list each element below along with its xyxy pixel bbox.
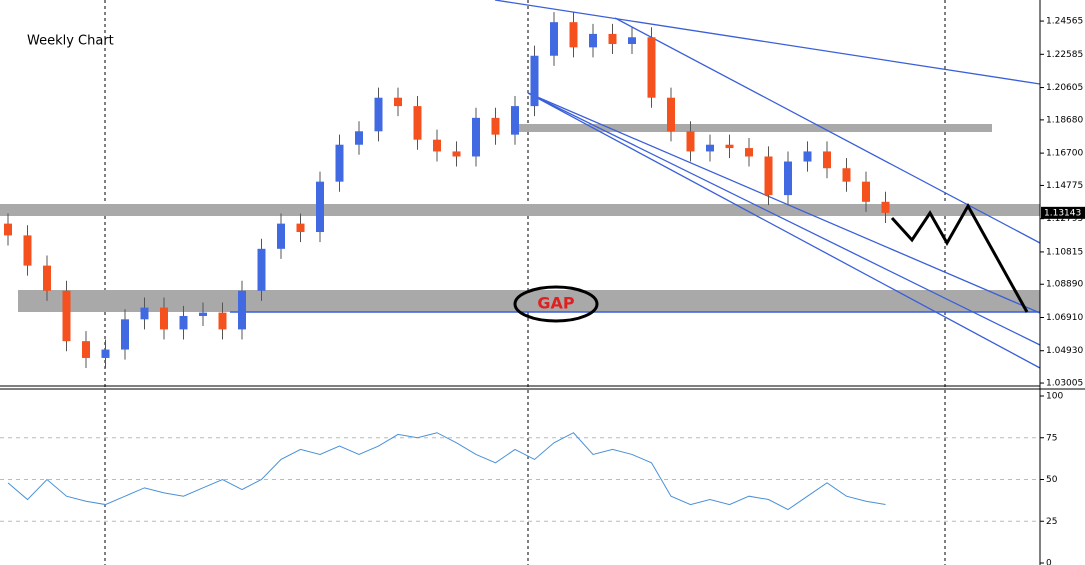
y-tick-label: 1.04930 (1046, 346, 1083, 356)
y-tick-label: 1.14775 (1046, 181, 1083, 191)
candle-body (725, 144, 734, 149)
trendline (527, 92, 1041, 314)
gap-zone (18, 290, 1040, 312)
candle-body (335, 144, 344, 182)
chart-title: Weekly Chart (27, 34, 114, 49)
y-tick-label: 25 (1046, 517, 1057, 527)
y-tick-label: 1.08890 (1046, 280, 1083, 290)
candle-body (413, 106, 422, 140)
candle-body (667, 97, 675, 132)
y-tick-label: 1.24565 (1046, 17, 1083, 27)
candle-body (43, 265, 51, 291)
candle-body (62, 290, 71, 342)
y-tick-label: 1.10815 (1046, 247, 1083, 257)
trendline (527, 92, 1041, 346)
candle-body (550, 22, 558, 56)
candle-body (316, 181, 324, 233)
resistance-zone (0, 204, 1040, 216)
y-tick-label: 1.20605 (1046, 83, 1083, 93)
y-tick-label: 1.16700 (1046, 149, 1083, 159)
candle-body (764, 156, 773, 196)
y-tick-label: 100 (1046, 392, 1063, 402)
y-tick-label: 1.12795 (1046, 214, 1083, 224)
candle-body (82, 341, 90, 358)
candle-body (101, 349, 110, 358)
candle-body (355, 131, 363, 145)
candle-body (842, 168, 851, 182)
y-tick-label: 1.03005 (1046, 379, 1083, 389)
y-tick-label: 1.06910 (1046, 313, 1083, 323)
candle-body (199, 312, 207, 316)
candle-body (647, 37, 656, 98)
candle-body (4, 223, 12, 236)
candle-body (277, 223, 285, 249)
candle-body (394, 97, 402, 107)
gap-label: GAP (537, 294, 575, 313)
trendline (494, 0, 1041, 85)
candle-body (179, 315, 188, 330)
candle-body (140, 307, 149, 320)
y-tick-label: 75 (1046, 433, 1057, 443)
candle-body (511, 106, 519, 135)
candle-body (121, 319, 129, 350)
forecast-path (890, 202, 1029, 313)
candle-body (686, 131, 695, 152)
candle-body (491, 117, 500, 135)
supply-zone (515, 124, 992, 132)
candle-body (706, 144, 714, 152)
y-tick-label: 1.22585 (1046, 50, 1083, 60)
candle-body (433, 139, 441, 152)
trendline (527, 92, 1041, 369)
candle-body (881, 201, 890, 213)
candle-body (823, 151, 831, 169)
marks: 1.03005 1.04930 1.06910 1.08890 1.10815 1.127… (0, 12, 1085, 565)
vertical-dividers (104, 0, 946, 565)
y-tick-label: 0 (1046, 559, 1052, 565)
candle-body (257, 248, 266, 291)
candle-body (452, 151, 461, 157)
candle-body (472, 117, 480, 157)
candle-body (218, 312, 227, 330)
candle-body (238, 290, 246, 330)
y-tick-label: 50 (1046, 475, 1058, 485)
candle-body (23, 235, 32, 266)
y-tick-label: 1.18680 (1046, 115, 1083, 125)
rsi-line (7, 432, 886, 511)
candle-body (784, 161, 792, 196)
price-tag-label: 1.13143 (1044, 208, 1081, 218)
candle-body (803, 151, 812, 162)
candle-body (628, 37, 636, 44)
candle-body (530, 55, 539, 107)
candle-body (569, 22, 578, 48)
candle-body (160, 307, 168, 330)
candle-body (745, 148, 753, 157)
candle-body (374, 97, 383, 132)
candle-body (608, 33, 617, 44)
gap-ellipse (513, 285, 599, 323)
price-tag (1041, 206, 1085, 219)
candle-body (862, 181, 870, 202)
candle-body (296, 223, 305, 233)
candle-body (589, 33, 597, 48)
